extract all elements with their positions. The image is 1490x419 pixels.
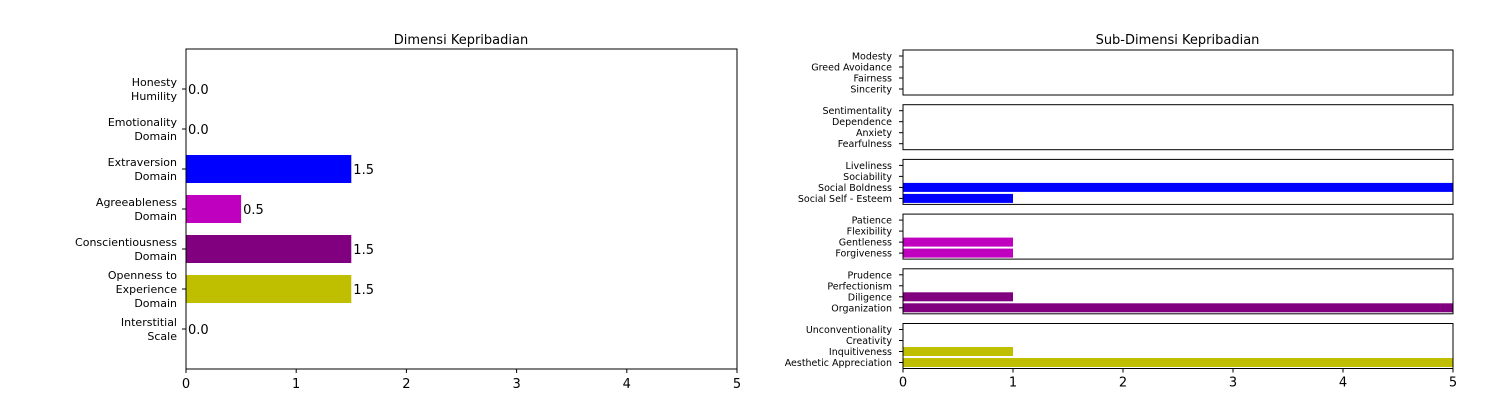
panel-frame xyxy=(902,104,1454,151)
y-tick-label: Patience xyxy=(852,216,893,227)
bar-sub-dimensi xyxy=(903,248,1013,258)
panel-frame xyxy=(902,268,1454,315)
x-tick-label: 1 xyxy=(1009,376,1017,391)
bar-sub-dimensi xyxy=(903,303,1453,313)
y-tick-label: Emotionality Domain xyxy=(108,116,178,143)
chart-title-sub-dimensi: Sub-Dimensi Kepribadian xyxy=(1096,33,1260,48)
panel-frame xyxy=(902,158,1454,205)
y-tick-label: Sentimentality xyxy=(822,106,892,117)
bar-sub-dimensi xyxy=(903,237,1013,247)
y-tick-label: Agreeableness Domain xyxy=(96,196,177,223)
bar-dimensi xyxy=(186,195,242,223)
x-tick-label: 2 xyxy=(1119,376,1127,391)
sub-dimensi-panel: UnconventionalityCreativityInquitiveness… xyxy=(785,323,1454,369)
y-tick-label: Interstitial Scale xyxy=(121,316,177,343)
x-tick-label: 4 xyxy=(1339,376,1347,391)
y-tick-label: Sincerity xyxy=(850,85,892,96)
x-tick-label: 3 xyxy=(512,377,520,392)
y-tick-label: Perfectionism xyxy=(827,281,892,292)
data-label: 0.5 xyxy=(243,203,264,218)
y-tick-label: Fearfulness xyxy=(838,139,892,150)
y-tick-label: Honesty Humility xyxy=(131,76,177,103)
dimensi-chart: Dimensi Kepribadian Honesty Humility 0.0 Em… xyxy=(75,33,741,392)
x-tick-label: 1 xyxy=(292,377,300,392)
bar-sub-dimensi xyxy=(903,347,1013,356)
y-tick-label: Dependence xyxy=(832,117,892,128)
y-tick-label: Fairness xyxy=(853,74,892,85)
data-label: 0.0 xyxy=(188,83,209,98)
y-tick-label: Social Boldness xyxy=(818,183,892,194)
sub-dimensi-panel: SentimentalityDependenceAnxietyFearfulne… xyxy=(822,104,1454,151)
dimensi-marks: Honesty Humility 0.0 Emotionality Domain 0.0 E… xyxy=(75,76,741,392)
bar-dimensi xyxy=(186,155,352,183)
y-tick-label: Social Self - Esteem xyxy=(798,194,892,205)
y-tick-label: Openness to Experience Domain xyxy=(108,269,177,310)
panel-frame xyxy=(902,323,1454,369)
y-tick-label: Extraversion Domain xyxy=(108,156,177,183)
y-tick-label: Anxiety xyxy=(856,128,892,139)
y-tick-label: Liveliness xyxy=(846,161,892,172)
bar-sub-dimensi xyxy=(903,292,1013,302)
x-tick-label: 5 xyxy=(733,377,741,392)
bar-dimensi xyxy=(186,275,352,303)
y-tick-label: Creativity xyxy=(846,336,892,347)
x-tick-label: 0 xyxy=(899,376,907,391)
data-label: 1.5 xyxy=(353,163,374,178)
x-tick-label: 3 xyxy=(1229,376,1237,391)
y-tick-label: Modesty xyxy=(852,52,893,63)
y-tick-label: Sociability xyxy=(843,172,892,183)
data-label: 1.5 xyxy=(353,243,374,258)
bar-sub-dimensi xyxy=(903,358,1453,367)
y-tick-label: Greed Avoidance xyxy=(811,63,892,74)
y-tick-label: Conscientiousness Domain xyxy=(75,236,177,263)
x-tick-label: 2 xyxy=(402,377,410,392)
data-label: 0.0 xyxy=(188,323,209,338)
bar-dimensi xyxy=(186,235,352,263)
y-tick-label: Aesthetic Appreciation xyxy=(785,358,892,369)
data-label: 1.5 xyxy=(353,283,374,298)
panel-frame xyxy=(902,213,1454,260)
bar-sub-dimensi xyxy=(903,182,1453,192)
bar-sub-dimensi xyxy=(903,193,1013,203)
y-tick-label: Organization xyxy=(831,303,892,314)
x-tick-label: 4 xyxy=(623,377,631,392)
dimensi-plot-frame xyxy=(185,48,738,370)
panel-frame xyxy=(902,49,1454,96)
y-tick-label: Diligence xyxy=(848,292,892,303)
y-tick-label: Flexibility xyxy=(847,227,893,238)
y-tick-label: Forgiveness xyxy=(835,249,892,260)
x-tick-label: 5 xyxy=(1449,376,1457,391)
chart-title-dimensi: Dimensi Kepribadian xyxy=(394,33,528,48)
y-tick-label: Unconventionality xyxy=(806,325,893,336)
data-label: 0.0 xyxy=(188,123,209,138)
y-tick-label: Inquitiveness xyxy=(829,347,892,358)
x-tick-label: 0 xyxy=(182,377,190,392)
sub-dimensi-panel: PrudencePerfectionismDiligenceOrganizati… xyxy=(827,268,1454,315)
y-tick-label: Gentleness xyxy=(839,238,892,249)
y-tick-label: Prudence xyxy=(848,270,893,281)
